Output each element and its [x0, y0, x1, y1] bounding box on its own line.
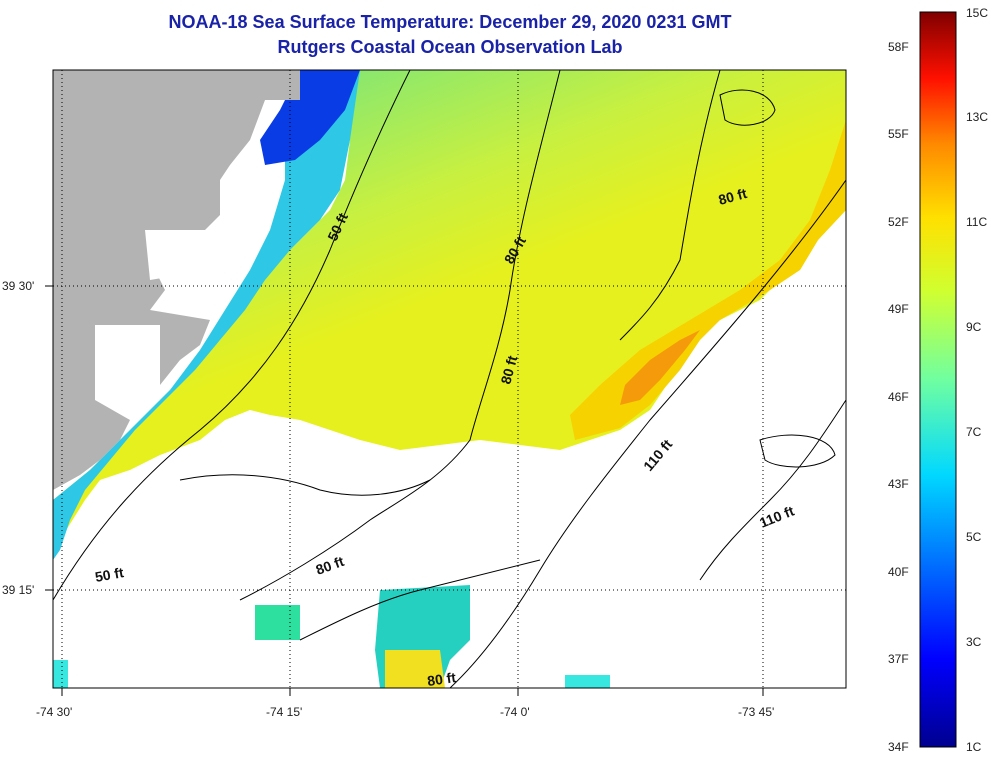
lat-label-1: 39 30' — [2, 279, 34, 293]
cb-f-58: 58F — [888, 40, 909, 54]
contour-label-80ft-2: 80 ft — [497, 354, 520, 386]
cb-c-13: 13C — [966, 110, 988, 124]
lon-label-3: -74 0' — [500, 705, 530, 719]
contour-ridge — [179, 474, 431, 496]
cb-c-15: 15C — [966, 6, 988, 20]
contour-110ft — [449, 179, 846, 688]
lon-label-4: -73 45' — [738, 705, 774, 719]
sst-small-patch-3 — [53, 660, 68, 688]
sst-warm-zone — [570, 120, 846, 440]
colorbar-fahrenheit-labels: 58F 55F 52F 49F 46F 43F 40F 37F 34F — [888, 40, 909, 754]
sst-hot-patch — [620, 330, 700, 405]
colorbar — [919, 11, 957, 748]
sst-cool-band — [53, 70, 360, 560]
colorbar-celsius-labels: 15C 13C 11C 9C 7C 5C 3C 1C — [966, 6, 988, 754]
cb-c-7: 7C — [966, 425, 982, 439]
sst-small-patch-2 — [565, 675, 610, 688]
depth-contours — [53, 70, 846, 688]
contour-loop-2 — [759, 434, 836, 468]
map-subtitle: Rutgers Coastal Ocean Observation Lab — [277, 37, 623, 57]
cb-f-46: 46F — [888, 390, 909, 404]
nodata-patch-2 — [95, 325, 160, 420]
cb-f-55: 55F — [888, 127, 909, 141]
graticule — [53, 70, 846, 688]
lat-label-2: 39 15' — [2, 583, 34, 597]
map-title: NOAA-18 Sea Surface Temperature: Decembe… — [168, 12, 732, 32]
contour-south — [299, 559, 541, 641]
contour-label-80ft-5: 80 ft — [426, 669, 457, 689]
cb-f-37: 37F — [888, 652, 909, 666]
cb-c-1: 1C — [966, 740, 982, 754]
sst-swath-main — [53, 70, 846, 560]
contour-loop-1 — [719, 89, 776, 126]
contour-80ft-outer — [619, 70, 721, 341]
contour-label-50ft-south: 50 ft — [94, 564, 125, 585]
map-border — [52, 69, 847, 689]
contour-110ft-east — [699, 399, 846, 581]
sst-small-patch — [255, 605, 300, 640]
cb-c-5: 5C — [966, 530, 982, 544]
cb-f-52: 52F — [888, 215, 909, 229]
axis-ticks — [45, 285, 764, 696]
cb-f-40: 40F — [888, 565, 909, 579]
cb-c-11: 11C — [966, 215, 987, 229]
cb-f-49: 49F — [888, 302, 909, 316]
lon-label-2: -74 15' — [266, 705, 302, 719]
lon-label-1: -74 30' — [36, 705, 72, 719]
cb-c-9: 9C — [966, 320, 982, 334]
nodata-patch-1 — [145, 230, 210, 280]
contour-80ft-inner — [239, 70, 561, 601]
sst-south-warm — [385, 650, 445, 688]
cb-c-3: 3C — [966, 635, 982, 649]
sst-cold-patch — [260, 70, 360, 165]
contour-50ft — [53, 70, 411, 601]
contour-label-80ft-3: 80 ft — [717, 185, 749, 208]
cb-f-43: 43F — [888, 477, 909, 491]
cb-f-34: 34F — [888, 740, 909, 754]
